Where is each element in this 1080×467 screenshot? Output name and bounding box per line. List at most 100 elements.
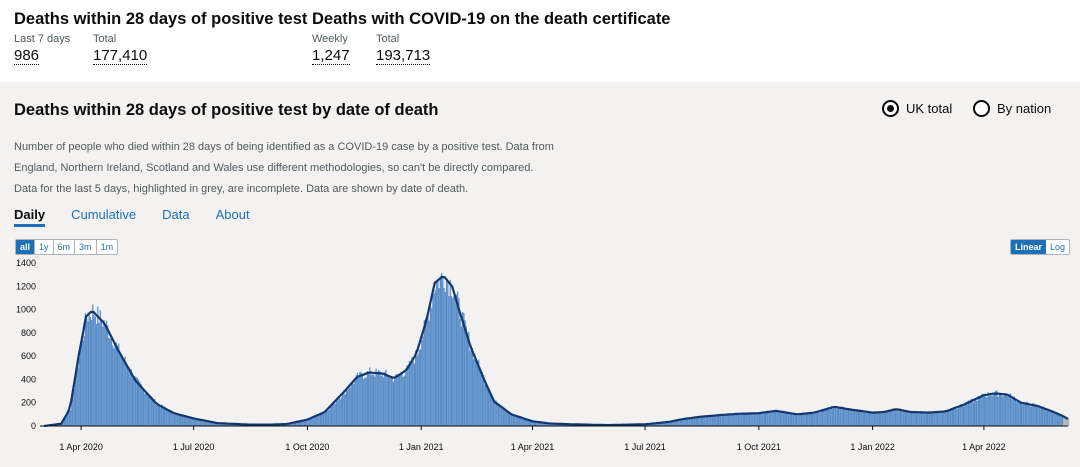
bar[interactable] xyxy=(809,413,811,426)
bar[interactable] xyxy=(180,415,182,426)
bar[interactable] xyxy=(898,408,900,426)
range-6m-button[interactable]: 6m xyxy=(54,240,76,254)
bar[interactable] xyxy=(863,410,866,426)
bar[interactable] xyxy=(405,372,407,426)
bar[interactable] xyxy=(1032,403,1034,426)
bar[interactable] xyxy=(783,411,785,426)
bar[interactable] xyxy=(102,326,104,426)
bar[interactable] xyxy=(351,382,354,426)
bar[interactable] xyxy=(63,419,66,426)
bar[interactable] xyxy=(987,392,989,426)
bar[interactable] xyxy=(734,413,736,426)
bar[interactable] xyxy=(142,388,145,426)
bar[interactable] xyxy=(492,398,495,426)
bar[interactable] xyxy=(808,412,810,426)
bar[interactable] xyxy=(486,388,488,426)
bar[interactable] xyxy=(92,304,94,426)
bar[interactable] xyxy=(658,423,660,426)
bar[interactable] xyxy=(136,377,138,426)
bar[interactable] xyxy=(182,416,184,426)
bar[interactable] xyxy=(1016,402,1018,426)
bar[interactable] xyxy=(797,415,799,426)
stat-value[interactable]: 177,410 xyxy=(93,47,148,65)
bar[interactable] xyxy=(168,409,171,426)
bar[interactable] xyxy=(62,421,64,426)
bar[interactable] xyxy=(82,340,84,426)
bar[interactable] xyxy=(861,409,863,426)
bar[interactable] xyxy=(330,405,333,426)
bar[interactable] xyxy=(466,333,469,426)
bar[interactable] xyxy=(463,313,465,426)
bar[interactable] xyxy=(703,416,705,426)
bar[interactable] xyxy=(834,408,836,426)
bar[interactable] xyxy=(719,416,721,426)
bar[interactable] xyxy=(1049,411,1051,426)
bar[interactable] xyxy=(803,413,805,426)
bar[interactable] xyxy=(1023,402,1025,426)
bar[interactable] xyxy=(323,412,325,426)
bar[interactable] xyxy=(753,412,756,426)
bar[interactable] xyxy=(147,396,150,426)
bar-incomplete[interactable] xyxy=(1068,419,1070,426)
bar[interactable] xyxy=(337,400,339,426)
bar[interactable] xyxy=(766,410,768,426)
bar[interactable] xyxy=(440,273,443,426)
bar[interactable] xyxy=(73,389,75,426)
bar[interactable] xyxy=(60,424,62,426)
bar[interactable] xyxy=(426,318,428,426)
bar[interactable] xyxy=(516,416,518,426)
bar[interactable] xyxy=(384,371,386,426)
bar[interactable] xyxy=(740,414,742,426)
bar[interactable] xyxy=(551,423,553,426)
bar[interactable] xyxy=(406,365,408,426)
bar[interactable] xyxy=(209,421,211,426)
bar[interactable] xyxy=(319,414,322,426)
bar[interactable] xyxy=(556,423,558,426)
bar[interactable] xyxy=(339,399,341,426)
bar[interactable] xyxy=(956,409,958,426)
bar[interactable] xyxy=(781,412,783,426)
bar[interactable] xyxy=(77,367,79,426)
bar[interactable] xyxy=(497,404,500,426)
bar[interactable] xyxy=(108,337,110,426)
bar[interactable] xyxy=(892,408,894,426)
bar[interactable] xyxy=(505,410,507,426)
bar[interactable] xyxy=(812,413,814,426)
bar[interactable] xyxy=(434,290,437,426)
bar[interactable] xyxy=(818,411,820,426)
bar[interactable] xyxy=(160,407,162,426)
bar[interactable] xyxy=(750,413,752,426)
bar[interactable] xyxy=(816,412,819,426)
bar[interactable] xyxy=(115,342,117,426)
bar[interactable] xyxy=(167,411,169,426)
bar[interactable] xyxy=(501,408,503,426)
bar[interactable] xyxy=(291,423,293,426)
bar[interactable] xyxy=(103,320,105,426)
bar[interactable] xyxy=(350,382,352,426)
bar[interactable] xyxy=(772,412,774,426)
bar[interactable] xyxy=(140,384,142,426)
bar[interactable] xyxy=(192,418,194,426)
bar[interactable] xyxy=(496,405,498,426)
bar[interactable] xyxy=(447,281,449,426)
range-1y-button[interactable]: 1y xyxy=(35,240,54,254)
bar[interactable] xyxy=(767,410,769,426)
bar[interactable] xyxy=(889,410,892,426)
bar[interactable] xyxy=(762,414,764,426)
bar[interactable] xyxy=(778,410,780,426)
bar[interactable] xyxy=(725,414,727,426)
bar[interactable] xyxy=(84,313,87,426)
bar[interactable] xyxy=(139,381,141,426)
bar[interactable] xyxy=(993,393,996,426)
bar[interactable] xyxy=(483,375,485,426)
bar[interactable] xyxy=(437,278,439,426)
bar[interactable] xyxy=(1002,396,1004,426)
bar[interactable] xyxy=(125,363,127,426)
bar[interactable] xyxy=(909,411,911,426)
bar[interactable] xyxy=(927,412,929,426)
bar[interactable] xyxy=(303,420,305,426)
bar[interactable] xyxy=(149,396,151,426)
bar[interactable] xyxy=(322,413,324,426)
bar[interactable] xyxy=(334,403,336,426)
bar[interactable] xyxy=(952,409,955,426)
